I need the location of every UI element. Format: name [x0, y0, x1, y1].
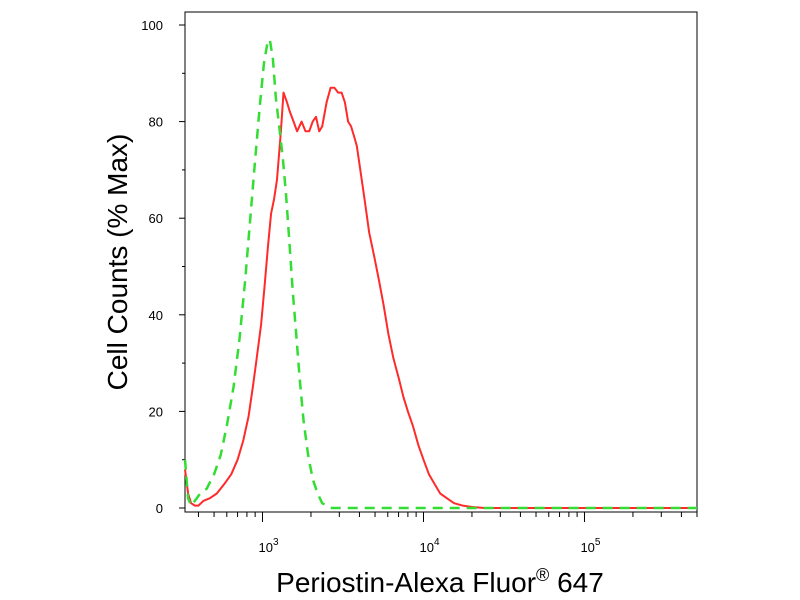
x-axis-label-suffix: 647 [549, 567, 604, 598]
control-histogram-line [183, 38, 697, 510]
y-tick-label: 60 [149, 211, 163, 226]
x-tick-label-exponent: 3 [273, 537, 279, 548]
x-tick-label-base: 10 [580, 540, 594, 555]
x-axis-label: Periostin-Alexa Fluor® 647 [276, 565, 604, 598]
x-tick-label-exponent: 4 [434, 537, 440, 548]
y-tick-label: 20 [149, 404, 163, 419]
x-axis-label-main: Periostin-Alexa Fluor [276, 567, 536, 598]
x-tick-label: 105 [580, 537, 600, 555]
y-tick-label: 100 [141, 18, 163, 33]
y-tick-label: 80 [149, 115, 163, 130]
x-tick-label-base: 10 [419, 540, 433, 555]
plot-area [184, 11, 698, 513]
x-tick-label-base: 10 [258, 540, 272, 555]
x-tick-label: 103 [258, 537, 278, 555]
x-tick-label-exponent: 5 [595, 537, 601, 548]
y-axis-label: Cell Counts (% Max) [102, 134, 133, 391]
y-tick-label: 40 [149, 308, 163, 323]
plot-frame [184, 11, 698, 513]
x-tick-label: 104 [419, 537, 439, 555]
sample-histogram-line [184, 86, 697, 509]
y-tick-label: 0 [156, 501, 163, 516]
y-axis-ticks: 0 20 40 60 80 100 [141, 18, 185, 516]
series-layer [183, 38, 697, 510]
x-axis-label-superscript: ® [536, 565, 549, 585]
x-axis-ticks: 103 104 105 [197, 512, 698, 555]
